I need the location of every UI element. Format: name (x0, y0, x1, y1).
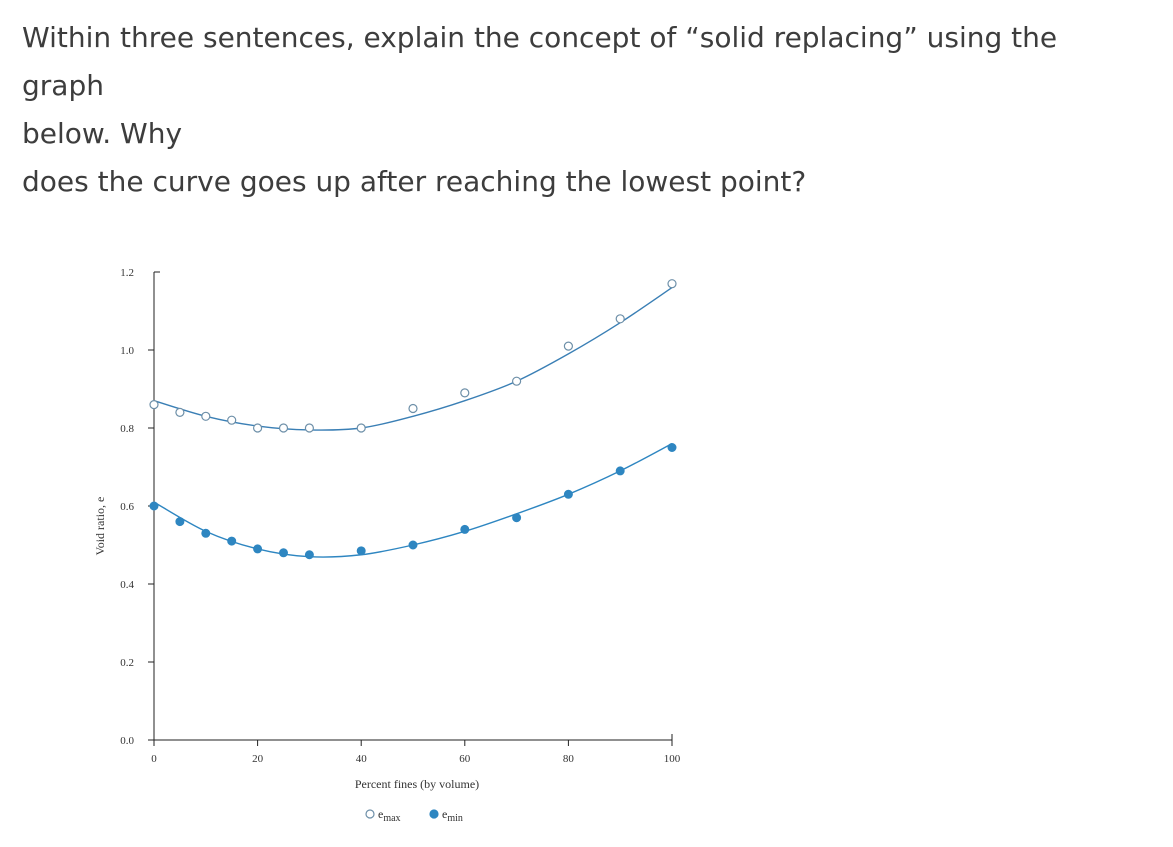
data-point-e-min (253, 544, 263, 554)
data-point-e-min (408, 540, 418, 550)
x-axis-label: Percent fines (by volume) (355, 777, 479, 791)
data-point-e-min (667, 443, 677, 452)
data-point-e-min (460, 524, 470, 534)
data-point-e-max (356, 423, 366, 433)
data-point-e-min (356, 546, 366, 556)
data-point-e-min (563, 489, 573, 499)
data-point-e-min (201, 528, 211, 538)
data-point-e-max (253, 423, 263, 433)
legend-marker-e-max (365, 809, 375, 819)
y-tick-label: 1.2 (120, 267, 134, 279)
data-point-e-max (511, 376, 522, 386)
question-line-3: does the curve goes up after reaching th… (22, 165, 807, 198)
x-tick-label: 60 (459, 753, 471, 765)
data-point-e-max (304, 423, 314, 433)
legend-marker-e-min (429, 809, 439, 819)
y-tick-label: 1.0 (120, 345, 134, 357)
data-point-e-max (408, 403, 418, 414)
data-point-e-min (149, 501, 159, 511)
x-tick-label: 100 (664, 753, 681, 765)
data-point-e-min (279, 548, 288, 558)
data-point-e-max (149, 400, 159, 410)
y-tick-label: 0.4 (120, 579, 134, 591)
y-tick-label: 0.6 (120, 501, 134, 513)
data-point-e-max (227, 415, 237, 425)
x-tick-label: 80 (563, 753, 575, 765)
data-point-e-max (460, 388, 470, 398)
x-tick-label: 40 (356, 753, 368, 765)
data-point-e-max (563, 341, 574, 351)
question-line-2: below. Why (22, 117, 183, 150)
data-point-e-min (615, 466, 625, 476)
chart-points (149, 279, 677, 560)
x-tick-label: 20 (252, 753, 264, 765)
y-axis-label: Void ratio, e (93, 497, 107, 556)
legend-label-e-min: emin (442, 807, 463, 824)
data-point-e-min (227, 536, 237, 546)
chart-axes (148, 271, 673, 746)
chart-legend: emax emin (365, 807, 463, 824)
y-tick-label: 0.2 (120, 657, 134, 669)
data-point-e-max (615, 314, 625, 324)
y-tick-label: 0.8 (120, 423, 134, 435)
question-line-1: Within three sentences, explain the conc… (22, 21, 1058, 102)
y-tick-label: 0.0 (120, 735, 134, 747)
data-point-e-max (201, 411, 211, 421)
data-point-e-max (667, 279, 677, 289)
x-tick-label: 0 (151, 753, 157, 765)
data-point-e-min (512, 513, 522, 523)
data-point-e-max (278, 423, 289, 433)
data-point-e-min (175, 517, 185, 527)
trend-line-e-max (153, 287, 673, 431)
data-point-e-min (304, 550, 314, 560)
data-point-e-max (175, 407, 185, 417)
chart-labels: 0.0 0.2 0.4 0.6 0.8 1.0 1.2 0 20 40 60 80 100 Percent… (93, 267, 681, 791)
question-text: Within three sentences, explain the conc… (22, 14, 1142, 206)
legend-label-e-max: emax (378, 807, 401, 824)
